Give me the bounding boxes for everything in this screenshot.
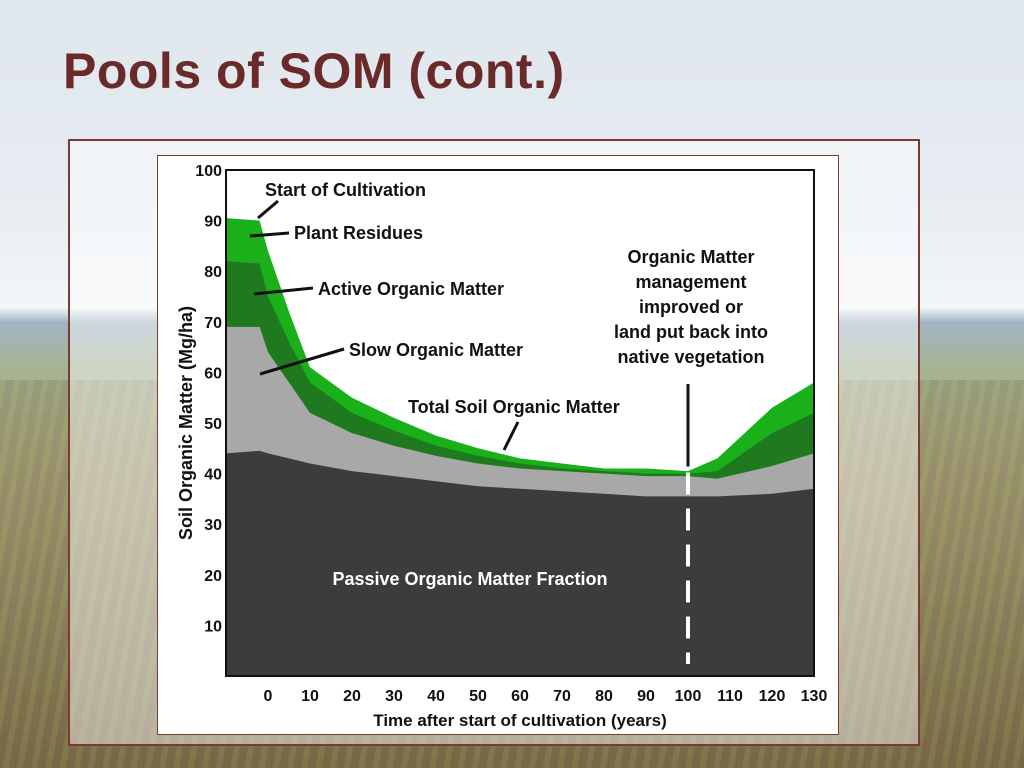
y-tick-label: 10: [204, 618, 222, 635]
chart-container: 10 20 30 40 50 60 70 80 90 100 0 10 20 30 40 50 60 70 80 90…: [157, 155, 839, 735]
label-plant-residues: Plant Residues: [294, 223, 423, 243]
plot-border: [225, 169, 815, 677]
x-tick-label: 50: [469, 688, 487, 705]
y-axis-label: Soil Organic Matter (Mg/ha): [176, 306, 196, 540]
x-tick-label: 120: [759, 688, 786, 705]
x-axis-label: Time after start of cultivation (years): [373, 711, 667, 730]
x-tick-label: 80: [595, 688, 613, 705]
y-tick-label: 60: [204, 365, 222, 382]
y-tick-label: 80: [204, 264, 222, 281]
label-management-note-line: management: [635, 272, 746, 292]
pointer-start-of-cultivation: [257, 199, 279, 220]
pointer-plant-residues: [249, 231, 290, 238]
x-tick-label: 0: [264, 688, 273, 705]
label-management-note-line: land put back into: [614, 322, 768, 342]
y-tick-label: 20: [204, 568, 222, 585]
y-tick-label: 50: [204, 416, 222, 433]
label-total-soil-organic-matter: Total Soil Organic Matter: [408, 397, 620, 417]
pointer-active-organic-matter: [253, 286, 314, 296]
y-tick-label: 100: [195, 163, 222, 180]
x-tick-label: 100: [675, 688, 702, 705]
label-management-note-line: Organic Matter: [627, 247, 754, 267]
x-tick-label: 20: [343, 688, 361, 705]
label-slow-organic-matter: Slow Organic Matter: [349, 340, 523, 360]
som-chart: 10 20 30 40 50 60 70 80 90 100 0 10 20 30 40 50 60 70 80 90…: [176, 163, 828, 730]
x-tick-label: 130: [801, 688, 828, 705]
pointer-slow-organic-matter: [259, 347, 345, 376]
x-tick-label: 70: [553, 688, 571, 705]
label-active-organic-matter: Active Organic Matter: [318, 279, 504, 299]
x-tick-label: 110: [717, 688, 743, 705]
y-tick-label: 40: [204, 467, 222, 484]
label-management-note-line: native vegetation: [617, 347, 764, 367]
x-tick-label: 10: [301, 688, 319, 705]
x-tick-label: 40: [427, 688, 445, 705]
pointer-total-soil-organic-matter: [502, 421, 520, 451]
area-passive-organic-matter-fraction: [226, 450, 814, 676]
y-tick-label: 30: [204, 517, 222, 534]
y-tick-label: 70: [204, 315, 222, 332]
x-tick-label: 90: [637, 688, 655, 705]
x-tick-label: 30: [385, 688, 403, 705]
y-tick-label: 90: [204, 214, 222, 231]
x-tick-label: 60: [511, 688, 529, 705]
slide-title: Pools of SOM (cont.): [63, 43, 565, 99]
label-passive-fraction: Passive Organic Matter Fraction: [332, 569, 607, 589]
label-start-of-cultivation: Start of Cultivation: [265, 180, 426, 200]
label-management-note-line: improved or: [639, 297, 743, 317]
